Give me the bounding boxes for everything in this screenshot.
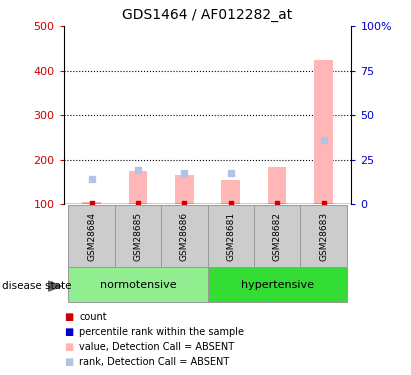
Bar [129,171,147,204]
Text: ■: ■ [64,357,73,367]
Text: normotensive: normotensive [99,280,176,290]
Text: rank, Detection Call = ABSENT: rank, Detection Call = ABSENT [79,357,230,367]
Text: GSM28685: GSM28685 [134,212,143,261]
Bar [82,202,101,204]
Text: GSM28686: GSM28686 [180,212,189,261]
Text: GSM28681: GSM28681 [226,212,235,261]
Bar [208,205,254,268]
Text: disease state: disease state [2,281,72,291]
Text: GSM28684: GSM28684 [87,212,96,261]
Bar [175,176,194,204]
Text: ■: ■ [64,327,73,337]
Text: percentile rank within the sample: percentile rank within the sample [79,327,244,337]
Bar [300,205,347,268]
Bar [68,205,115,268]
Bar [254,205,300,268]
Title: GDS1464 / AF012282_at: GDS1464 / AF012282_at [122,9,293,22]
Text: ■: ■ [64,312,73,322]
Bar [314,60,333,204]
Text: count: count [79,312,107,322]
Text: ■: ■ [64,342,73,352]
Text: GSM28683: GSM28683 [319,212,328,261]
Bar [115,205,161,268]
Bar [68,267,208,302]
Bar [208,267,347,302]
Text: GSM28682: GSM28682 [272,212,282,261]
Bar [268,166,286,204]
Text: hypertensive: hypertensive [241,280,314,290]
Text: value, Detection Call = ABSENT: value, Detection Call = ABSENT [79,342,234,352]
Polygon shape [48,281,62,291]
Bar [161,205,208,268]
Bar [222,180,240,204]
